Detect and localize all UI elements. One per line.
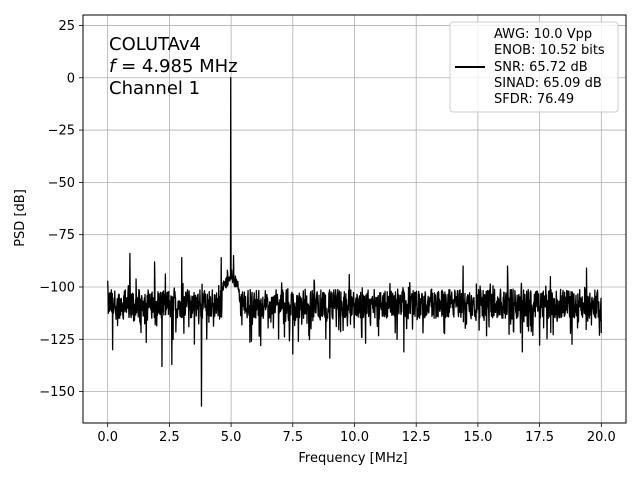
x-tick-label: 7.5 <box>282 430 303 445</box>
x-tick-label: 5.0 <box>221 430 242 445</box>
psd-series-line <box>107 77 602 407</box>
y-tick-label: −50 <box>48 176 75 191</box>
y-axis: 25 0 −25 −50 −75 −100 −125 −150 <box>39 19 83 400</box>
annotation-frequency: f = 4.985 MHz <box>109 56 238 77</box>
x-tick-label: 10.0 <box>340 430 369 445</box>
legend-sinad: SINAD: 65.09 dB <box>494 76 602 91</box>
y-axis-label: PSD [dB] <box>13 189 28 247</box>
legend-frame <box>449 21 619 113</box>
annotation-box: COLUTAv4 f = 4.985 MHz Channel 1 <box>109 34 238 99</box>
y-tick-label: −150 <box>39 385 75 400</box>
x-axis-label: Frequency [MHz] <box>298 451 407 466</box>
y-tick-label: −25 <box>48 124 75 139</box>
annotation-frequency-value: = 4.985 MHz <box>115 56 237 77</box>
x-tick-label: 12.5 <box>402 430 431 445</box>
legend-enob: ENOB: 10.52 bits <box>494 43 605 58</box>
y-tick-label: 0 <box>67 71 75 86</box>
legend-awg: AWG: 10.0 Vpp <box>494 27 592 42</box>
y-tick-label: −125 <box>39 333 75 348</box>
x-tick-label: 17.5 <box>525 430 554 445</box>
x-tick-label: 0.0 <box>97 430 118 445</box>
annotation-model: COLUTAv4 <box>109 34 201 55</box>
y-tick-label: −75 <box>48 228 75 243</box>
x-axis: 0.0 2.5 5.0 7.5 10.0 12.5 15.0 17.5 20.0 <box>97 423 616 445</box>
y-tick-label: 25 <box>58 19 75 34</box>
x-tick-label: 2.5 <box>159 430 180 445</box>
y-tick-label: −100 <box>39 281 75 296</box>
x-tick-label: 20.0 <box>587 430 616 445</box>
plot-area <box>107 77 602 407</box>
annotation-frequency-symbol: f <box>109 56 118 77</box>
legend-sfdr: SFDR: 76.49 <box>494 92 574 107</box>
x-tick-label: 15.0 <box>463 430 492 445</box>
legend: AWG: 10.0 Vpp ENOB: 10.52 bits SNR: 65.7… <box>449 21 619 113</box>
legend-snr: SNR: 65.72 dB <box>494 60 588 75</box>
annotation-channel: Channel 1 <box>109 78 200 99</box>
